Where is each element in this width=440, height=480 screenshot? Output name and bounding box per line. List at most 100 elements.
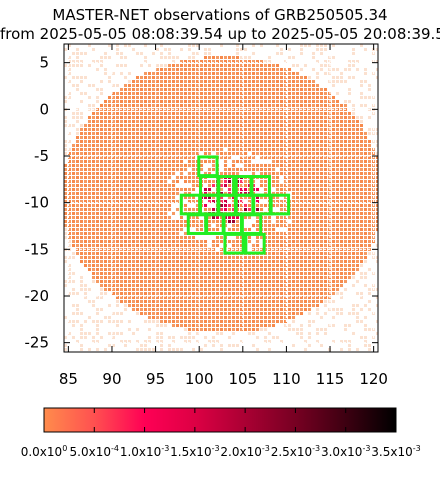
heatmap-cell: [240, 264, 243, 267]
heatmap-cell: [256, 84, 259, 87]
heatmap-cell: [308, 152, 311, 155]
heatmap-cell: [208, 312, 211, 315]
heatmap-cell: [304, 256, 307, 259]
heatmap-cell: [204, 244, 207, 247]
heatmap-cell: [204, 64, 207, 67]
heatmap-cell: [184, 72, 187, 75]
heatmap-cell: [236, 172, 239, 175]
heatmap-cell: [148, 212, 151, 215]
heatmap-cell: [264, 312, 267, 315]
heatmap-cell: [352, 228, 355, 231]
heatmap-cell: [144, 256, 147, 259]
heatmap-cell: [332, 252, 335, 255]
heatmap-cell: [216, 300, 219, 303]
heatmap-cell: [240, 292, 243, 295]
heatmap-cell: [232, 172, 235, 175]
heatmap-cell: [196, 264, 199, 267]
heatmap-cell: [172, 240, 175, 243]
heatmap-cell: [120, 204, 123, 207]
heatmap-cell: [104, 128, 107, 131]
heatmap-cell: [220, 124, 223, 127]
heatmap-cell: [176, 312, 179, 315]
heatmap-cell: [256, 64, 259, 67]
heatmap-cell: [360, 188, 363, 191]
heatmap-cell: [292, 296, 295, 299]
heatmap-cell: [164, 252, 167, 255]
heatmap-cell: [368, 132, 371, 135]
heatmap-cell: [100, 164, 103, 167]
heatmap-cell: [196, 184, 199, 187]
heatmap-cell: [288, 48, 291, 51]
heatmap-cell: [352, 268, 355, 271]
heatmap-cell: [196, 240, 199, 243]
heatmap-cell: [280, 72, 283, 75]
heatmap-cell: [128, 200, 131, 203]
heatmap-cell: [336, 220, 339, 223]
heatmap-cell: [280, 280, 283, 283]
heatmap-cell: [148, 64, 151, 67]
heatmap-cell: [272, 220, 275, 223]
heatmap-cell: [280, 244, 283, 247]
heatmap-cell: [292, 128, 295, 131]
heatmap-cell: [252, 280, 255, 283]
heatmap-cell: [140, 208, 143, 211]
heatmap-cell: [336, 292, 339, 295]
heatmap-cell: [128, 128, 131, 131]
heatmap-cell: [192, 272, 195, 275]
heatmap-cell: [128, 104, 131, 107]
heatmap-cell: [188, 260, 191, 263]
heatmap-cell: [288, 260, 291, 263]
heatmap-cell: [136, 240, 139, 243]
heatmap-cell: [292, 136, 295, 139]
heatmap-cell: [176, 200, 179, 203]
heatmap-cell: [64, 172, 67, 175]
heatmap-cell: [204, 168, 207, 171]
heatmap-cell: [156, 284, 159, 287]
heatmap-cell: [352, 176, 355, 179]
heatmap-cell: [140, 260, 143, 263]
heatmap-cell: [168, 284, 171, 287]
heatmap-cell: [300, 256, 303, 259]
heatmap-cell: [96, 124, 99, 127]
heatmap-cell: [144, 240, 147, 243]
heatmap-cell: [188, 152, 191, 155]
heatmap-cell: [288, 96, 291, 99]
heatmap-cell: [192, 96, 195, 99]
heatmap-cell: [288, 136, 291, 139]
heatmap-cell: [144, 136, 147, 139]
heatmap-cell: [220, 120, 223, 123]
heatmap-cell: [108, 144, 111, 147]
heatmap-cell: [144, 228, 147, 231]
heatmap-cell: [132, 236, 135, 239]
heatmap-cell: [144, 168, 147, 171]
heatmap-cell: [376, 128, 378, 131]
heatmap-cell: [288, 268, 291, 271]
heatmap-cell: [280, 260, 283, 263]
heatmap-cell: [376, 196, 378, 199]
heatmap-cell: [108, 196, 111, 199]
heatmap-cell: [312, 296, 315, 299]
heatmap-cell: [216, 128, 219, 131]
heatmap-cell: [252, 160, 255, 163]
heatmap-cell: [208, 92, 211, 95]
heatmap-cell: [188, 312, 191, 315]
heatmap-cell: [252, 84, 255, 87]
heatmap-cell: [348, 196, 351, 199]
heatmap-cell: [296, 224, 299, 227]
heatmap-cell: [292, 140, 295, 143]
heatmap-cell: [248, 128, 251, 131]
heatmap-cell: [188, 192, 191, 195]
heatmap-cell: [256, 292, 259, 295]
heatmap-cell: [176, 148, 179, 151]
heatmap-cell: [160, 256, 163, 259]
heatmap-cell: [264, 264, 267, 267]
heatmap-cell: [212, 208, 215, 211]
heatmap-cell: [220, 316, 223, 319]
heatmap-cell: [192, 140, 195, 143]
heatmap-cell: [200, 84, 203, 87]
heatmap-cell: [164, 220, 167, 223]
heatmap-cell: [228, 100, 231, 103]
heatmap-cell: [252, 344, 255, 347]
heatmap-cell: [148, 196, 151, 199]
heatmap-cell: [296, 228, 299, 231]
